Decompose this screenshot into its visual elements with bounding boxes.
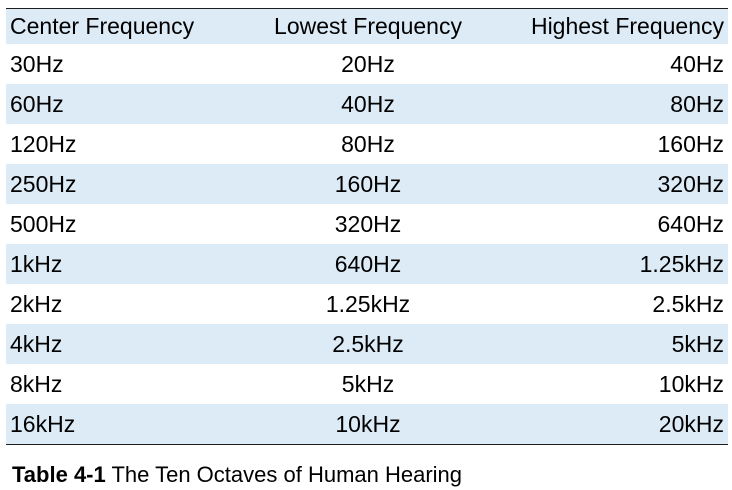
header-lowest-frequency: Lowest Frequency: [247, 9, 489, 44]
center-frequency-cell: 120Hz: [6, 124, 247, 164]
highest-frequency-cell: 1.25kHz: [489, 244, 728, 284]
caption-text: The Ten Octaves of Human Hearing: [105, 462, 463, 487]
table-row: 500Hz 320Hz 640Hz: [6, 204, 728, 244]
table-row: 2kHz 1.25kHz 2.5kHz: [6, 284, 728, 324]
center-frequency-cell: 8kHz: [6, 364, 247, 404]
highest-frequency-cell: 5kHz: [489, 324, 728, 364]
lowest-frequency-cell: 80Hz: [247, 124, 489, 164]
lowest-frequency-cell: 640Hz: [247, 244, 489, 284]
table-row: 30Hz 20Hz 40Hz: [6, 44, 728, 84]
highest-frequency-cell: 20kHz: [489, 404, 728, 444]
center-frequency-cell: 1kHz: [6, 244, 247, 284]
table-row: 8kHz 5kHz 10kHz: [6, 364, 728, 404]
center-frequency-cell: 2kHz: [6, 284, 247, 324]
lowest-frequency-cell: 2.5kHz: [247, 324, 489, 364]
table-row: 1kHz 640Hz 1.25kHz: [6, 244, 728, 284]
lowest-frequency-cell: 10kHz: [247, 404, 489, 444]
highest-frequency-cell: 10kHz: [489, 364, 728, 404]
lowest-frequency-cell: 40Hz: [247, 84, 489, 124]
header-highest-frequency: Highest Frequency: [489, 9, 728, 44]
center-frequency-cell: 16kHz: [6, 404, 247, 444]
table-top-rule: [6, 8, 728, 9]
highest-frequency-cell: 320Hz: [489, 164, 728, 204]
highest-frequency-cell: 80Hz: [489, 84, 728, 124]
highest-frequency-cell: 2.5kHz: [489, 284, 728, 324]
caption-label: Table 4-1: [12, 462, 106, 487]
center-frequency-cell: 4kHz: [6, 324, 247, 364]
octave-table-container: Center Frequency Lowest Frequency Highes…: [6, 8, 728, 445]
table-row: 4kHz 2.5kHz 5kHz: [6, 324, 728, 364]
table-row: 120Hz 80Hz 160Hz: [6, 124, 728, 164]
center-frequency-cell: 250Hz: [6, 164, 247, 204]
table-caption: Table 4-1 The Ten Octaves of Human Heari…: [12, 462, 462, 488]
highest-frequency-cell: 160Hz: [489, 124, 728, 164]
lowest-frequency-cell: 160Hz: [247, 164, 489, 204]
table-row: 60Hz 40Hz 80Hz: [6, 84, 728, 124]
lowest-frequency-cell: 20Hz: [247, 44, 489, 84]
center-frequency-cell: 30Hz: [6, 44, 247, 84]
lowest-frequency-cell: 320Hz: [247, 204, 489, 244]
lowest-frequency-cell: 1.25kHz: [247, 284, 489, 324]
table-row: 16kHz 10kHz 20kHz: [6, 404, 728, 444]
highest-frequency-cell: 40Hz: [489, 44, 728, 84]
table-header-row: Center Frequency Lowest Frequency Highes…: [6, 9, 728, 44]
center-frequency-cell: 60Hz: [6, 84, 247, 124]
center-frequency-cell: 500Hz: [6, 204, 247, 244]
octave-table: Center Frequency Lowest Frequency Highes…: [6, 9, 728, 444]
lowest-frequency-cell: 5kHz: [247, 364, 489, 404]
header-center-frequency: Center Frequency: [6, 9, 247, 44]
highest-frequency-cell: 640Hz: [489, 204, 728, 244]
table-row: 250Hz 160Hz 320Hz: [6, 164, 728, 204]
table-bottom-rule: [6, 444, 728, 445]
